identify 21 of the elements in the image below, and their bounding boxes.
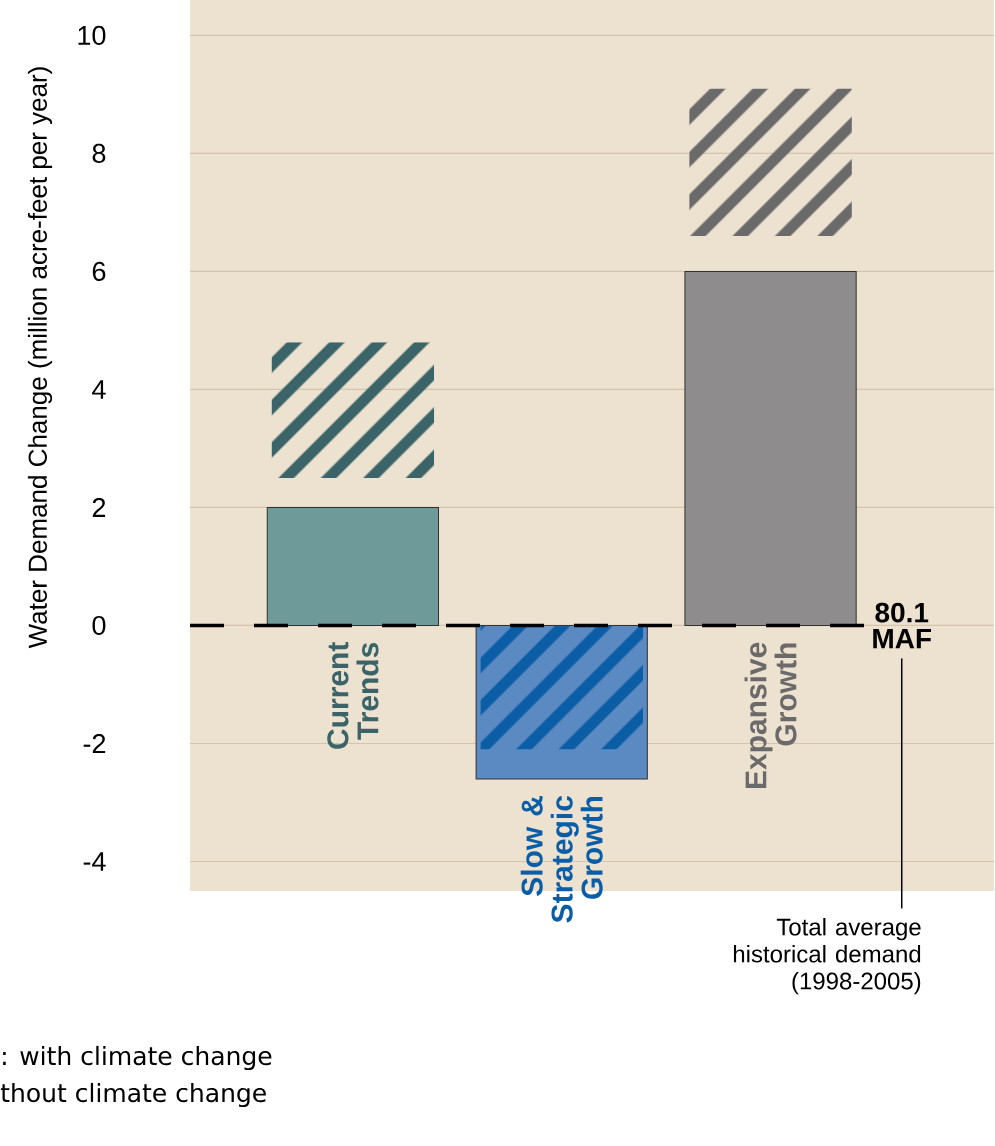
bar (684, 270, 857, 626)
x-tick-label: Current Trends (327, 642, 379, 749)
y-tick-label: 2 (93, 498, 106, 517)
y-tick-label: 8 (92, 143, 106, 163)
y-tick-label: -2 (83, 734, 106, 753)
ref-line-label: 80.1 MAF (873, 602, 932, 649)
y-tick-label: -4 (83, 852, 106, 871)
text: Total average historical demand (1998-2005) (734, 917, 921, 995)
x-tick-label: Slow & Strategic Growth (520, 795, 603, 923)
text: thout climate change (1, 1082, 267, 1108)
y-tick-label: 4 (92, 380, 106, 399)
bar (480, 625, 644, 750)
y-tick-label: 0 (92, 615, 106, 636)
x-tick-label: Expansive Growth (744, 642, 797, 789)
y-tick-label: 10 (78, 25, 106, 45)
bar (266, 506, 440, 626)
bar (271, 342, 435, 478)
bar (689, 88, 853, 237)
y-axis-title: Water Demand Change (million acre-feet per year) (28, 67, 53, 649)
y-tick-label: 6 (93, 261, 106, 281)
text: : with climate change (3, 1045, 272, 1071)
